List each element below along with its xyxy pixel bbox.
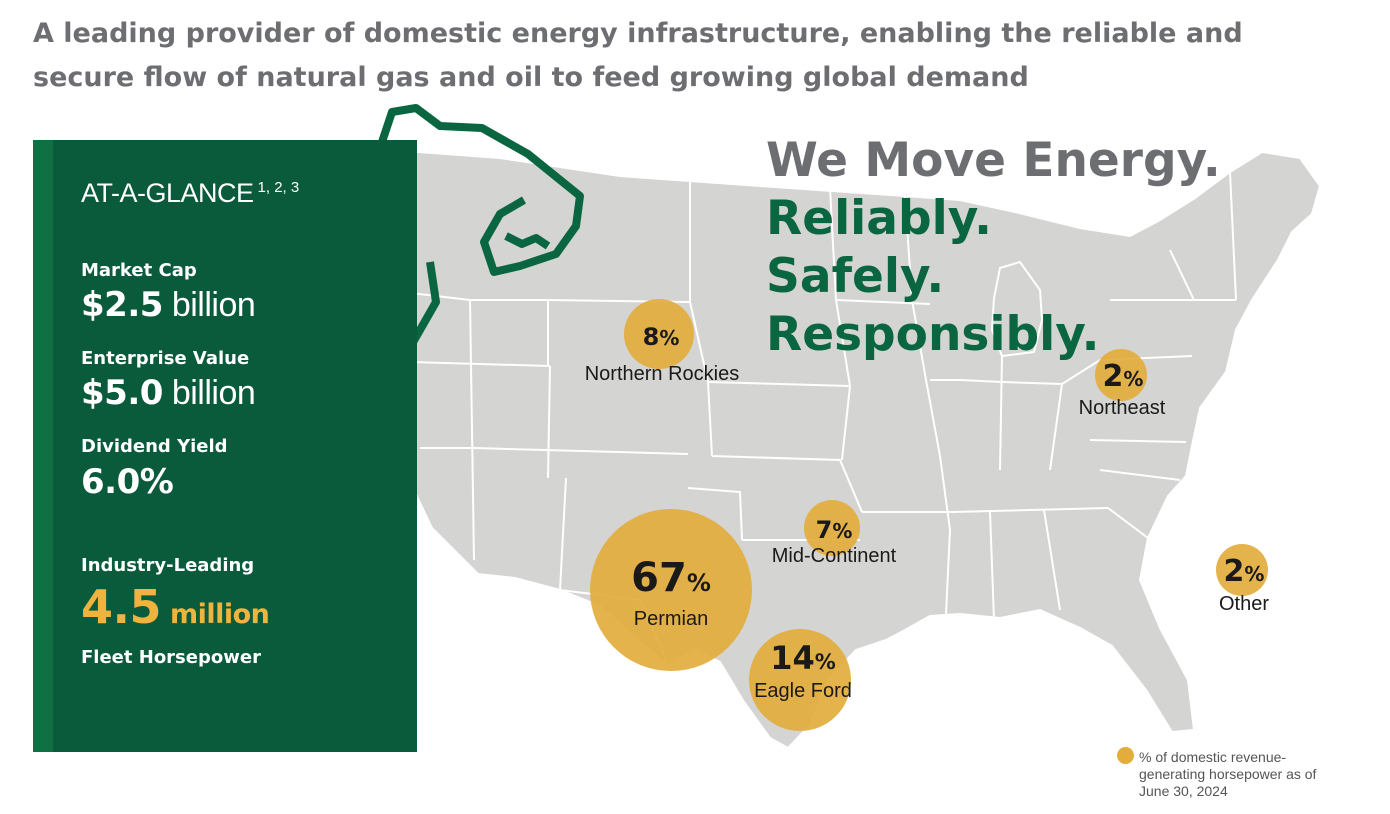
horsepower-value: 4.5 million xyxy=(81,580,270,634)
dividend-yield-label: Dividend Yield xyxy=(81,436,228,457)
dividend-yield-value: 6.0% xyxy=(81,462,174,502)
region-bubble-northeast xyxy=(1095,349,1147,401)
enterprise-value-label: Enterprise Value xyxy=(81,348,250,369)
region-value-northeast: 2% xyxy=(1103,359,1144,394)
tagline-line-3: Safely. xyxy=(766,249,945,304)
region-name-permian: Permian xyxy=(634,608,708,630)
market-cap-label: Market Cap xyxy=(81,260,197,281)
region-name-mid-continent: Mid-Continent xyxy=(772,545,897,567)
region-value-permian: 67% xyxy=(631,555,711,601)
region-bubble-eagle-ford xyxy=(749,629,851,731)
region-bubble-other xyxy=(1216,544,1268,596)
legend-dot-icon xyxy=(1117,747,1134,764)
region-bubble-northern-rockies xyxy=(624,299,694,369)
panel-title: AT-A-GLANCE 1, 2, 3 xyxy=(81,178,300,208)
tagline: We Move Energy. Reliably. Safely. Respon… xyxy=(766,132,1221,364)
legend-text: % of domestic revenue-generating horsepo… xyxy=(1139,749,1317,799)
tagline-line-1: We Move Energy. xyxy=(766,133,1221,188)
region-bubbles xyxy=(590,299,1268,731)
footnote-refs: 1, 2, 3 xyxy=(257,179,300,196)
region-name-northern-rockies: Northern Rockies xyxy=(585,363,740,385)
region-name-other: Other xyxy=(1219,593,1269,615)
tagline-line-4: Responsibly. xyxy=(766,307,1100,362)
market-cap-value: $2.5 billion xyxy=(81,285,256,325)
region-bubble-permian xyxy=(590,509,752,671)
region-value-northern-rockies: 8% xyxy=(643,323,680,351)
region-value-other: 2% xyxy=(1224,554,1265,589)
horsepower-label: Industry-Leading xyxy=(81,555,255,576)
tagline-line-2: Reliably. xyxy=(766,191,992,246)
region-value-eagle-ford: 14% xyxy=(770,639,836,677)
michigan-shape xyxy=(990,260,1044,358)
region-bubble-mid-continent xyxy=(804,500,860,556)
region-labels: 67% Permian 14% Eagle Ford 8% Northern R… xyxy=(585,323,1270,702)
region-name-northeast: Northeast xyxy=(1079,397,1166,419)
headline: A leading provider of domestic energy in… xyxy=(33,18,1243,93)
region-value-mid-continent: 7% xyxy=(816,516,853,544)
region-name-eagle-ford: Eagle Ford xyxy=(754,680,852,702)
enterprise-value-value: $5.0 billion xyxy=(81,373,256,413)
horsepower-sublabel: Fleet Horsepower xyxy=(81,647,261,668)
at-a-glance-panel: AT-A-GLANCE 1, 2, 3 Market Cap $2.5 billi… xyxy=(33,140,417,752)
